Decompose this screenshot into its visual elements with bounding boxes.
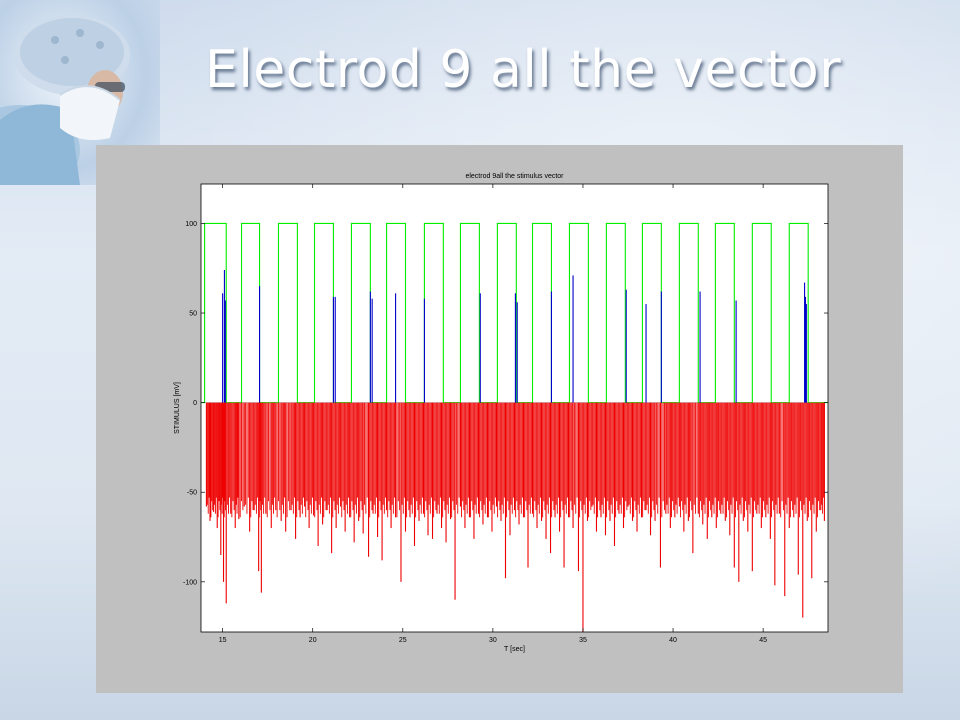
x-tick-label: 20	[309, 637, 317, 644]
y-tick-label: -100	[183, 579, 197, 586]
x-tick-label: 25	[399, 637, 407, 644]
x-tick-label: 15	[219, 637, 227, 644]
y-tick-label: 0	[193, 400, 197, 407]
stimulus-chart: 15 20 25 30 35 40 45 100 50 0 -50 -100 electrod 9al…	[174, 173, 829, 653]
x-tick-label: 45	[759, 637, 767, 644]
chart-title: electrod 9all the stimulus vector	[465, 173, 564, 180]
series-0-line	[201, 222, 828, 404]
chart-marks	[201, 222, 828, 632]
slide-title: Electrod 9 all the vector	[205, 40, 842, 100]
y-tick-label: 50	[189, 311, 197, 318]
x-tick-label: 30	[489, 637, 497, 644]
y-tick-label: 100	[185, 221, 197, 228]
y-tick-label: -50	[187, 490, 197, 497]
x-tick-label: 40	[669, 637, 677, 644]
chart-ticks: 15 20 25 30 35 40 45 100 50 0 -50 -100	[183, 184, 828, 644]
chart-figure: 15 20 25 30 35 40 45 100 50 0 -50 -100 electrod 9al…	[96, 145, 903, 693]
surgeon-photo	[0, 0, 160, 185]
x-axis-label: T [sec]	[504, 646, 525, 653]
y-axis-label: STIMULUS [mV]	[174, 382, 181, 434]
x-tick-label: 35	[579, 637, 587, 644]
